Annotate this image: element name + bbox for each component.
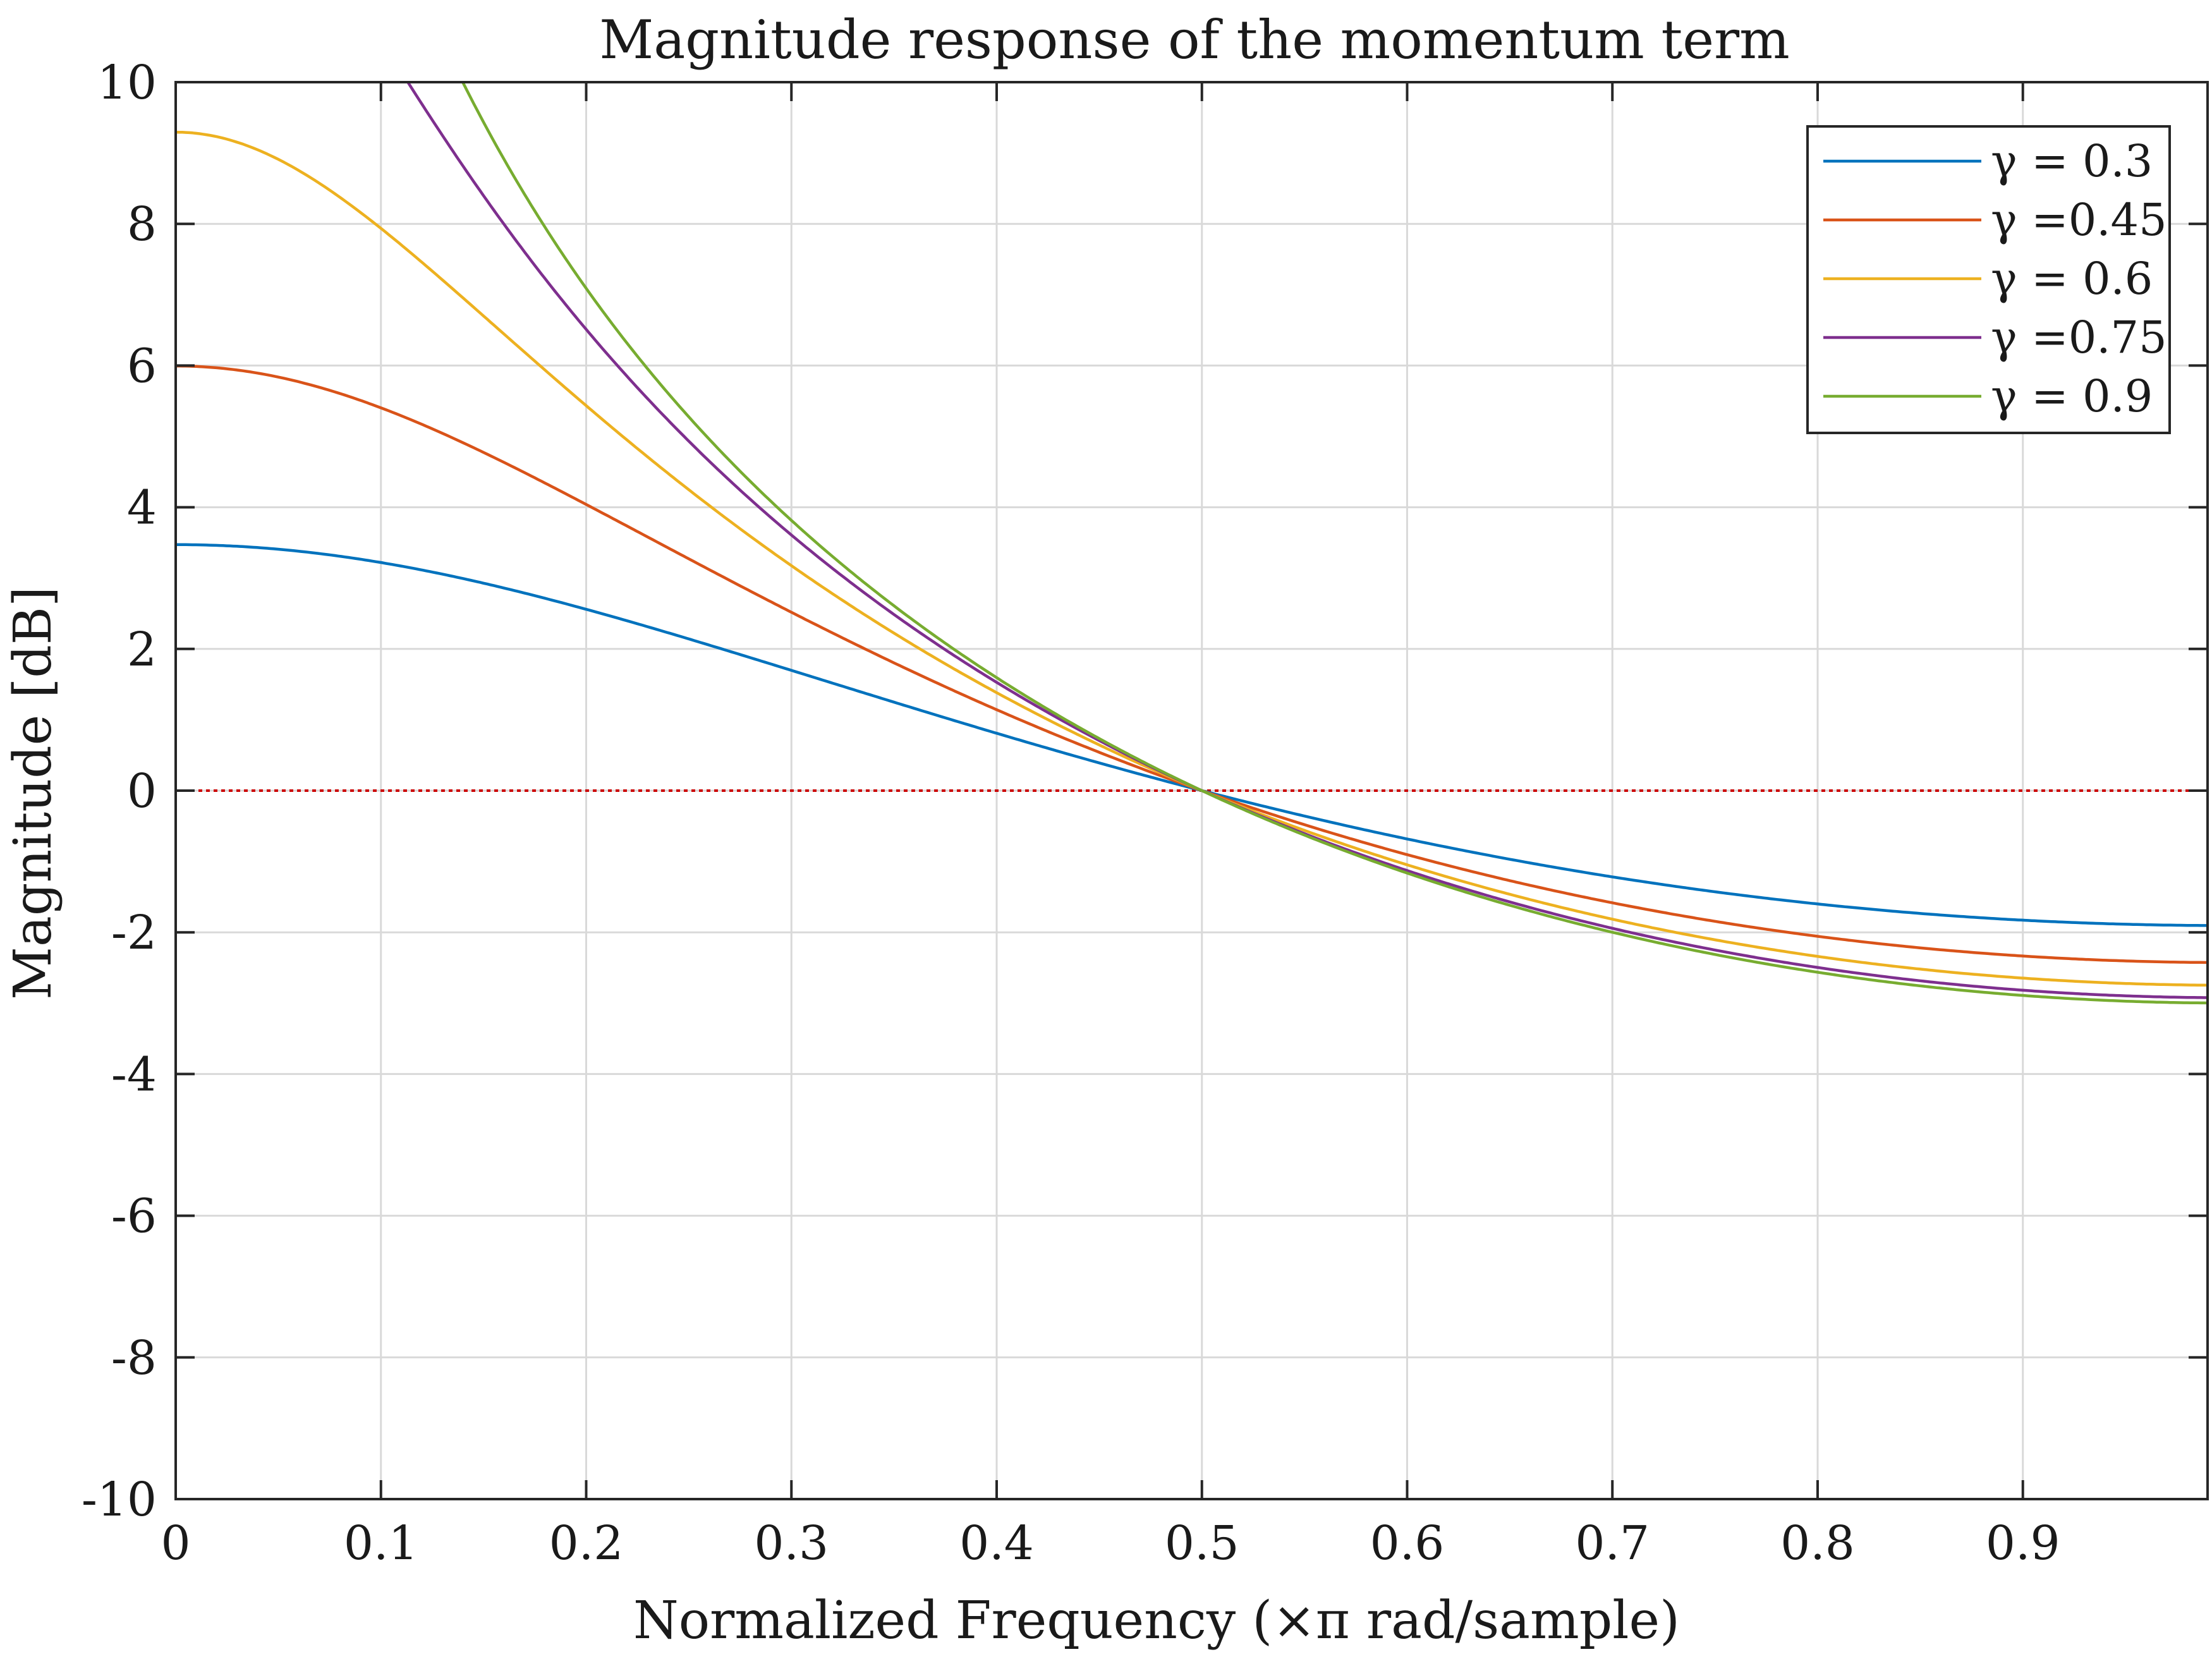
x-tick-label: 0.5	[1165, 1516, 1239, 1571]
series-group	[176, 82, 2208, 1005]
x-tick-label: 0.7	[1575, 1516, 1650, 1571]
legend-items: γ = 0.3 γ =0.45 γ = 0.6 γ =0.75 γ = 0.9	[1823, 135, 2167, 422]
y-tick-label: 6	[127, 339, 157, 393]
y-tick-label: -10	[82, 1473, 157, 1527]
y-tick-label: 8	[127, 197, 157, 252]
chart-title: Magnitude response of the momentum term	[599, 9, 1790, 71]
x-tick-label: 0.4	[959, 1516, 1034, 1571]
legend-label-3: γ = 0.6	[1991, 253, 2153, 305]
legend-label-2: γ =0.45	[1991, 194, 2167, 246]
y-tick-label: 4	[127, 481, 157, 535]
y-tick-label: -4	[111, 1047, 157, 1102]
x-tick-label: 0.6	[1370, 1516, 1445, 1571]
x-tick-label: 0.9	[1986, 1516, 2060, 1571]
tick-marks	[174, 81, 2208, 1500]
y-tick-label: 0	[127, 764, 157, 818]
y-tick-label: 2	[127, 623, 157, 677]
x-axis-label: Normalized Frequency (×π rad/sample)	[633, 1591, 1680, 1651]
legend: γ = 0.3 γ =0.45 γ = 0.6 γ =0.75 γ = 0.9	[1806, 125, 2171, 434]
x-tick-label: 0.8	[1780, 1516, 1855, 1571]
x-tick-label: 0	[161, 1516, 190, 1571]
x-tick-label: 0.2	[549, 1516, 624, 1571]
y-tick-label: -6	[111, 1189, 157, 1244]
legend-label-1: γ = 0.3	[1991, 135, 2153, 187]
legend-label-4: γ =0.75	[1991, 312, 2167, 363]
y-tick-labels: -10 -8 -6 -4 -2 0 2 4 6 8 10	[82, 56, 157, 1527]
y-tick-label: 10	[97, 56, 157, 110]
x-tick-label: 0.3	[754, 1516, 829, 1571]
y-tick-label: -2	[111, 906, 157, 960]
y-axis-label: Magnitude [dB]	[3, 586, 63, 1000]
series-line-5	[461, 82, 2208, 1005]
y-tick-label: -8	[111, 1331, 157, 1385]
legend-label-5: γ = 0.9	[1991, 370, 2153, 422]
x-tick-labels: 0 0.1 0.2 0.3 0.4 0.5 0.6 0.7 0.8 0.9	[161, 1516, 2060, 1571]
x-tick-label: 0.1	[344, 1516, 418, 1571]
